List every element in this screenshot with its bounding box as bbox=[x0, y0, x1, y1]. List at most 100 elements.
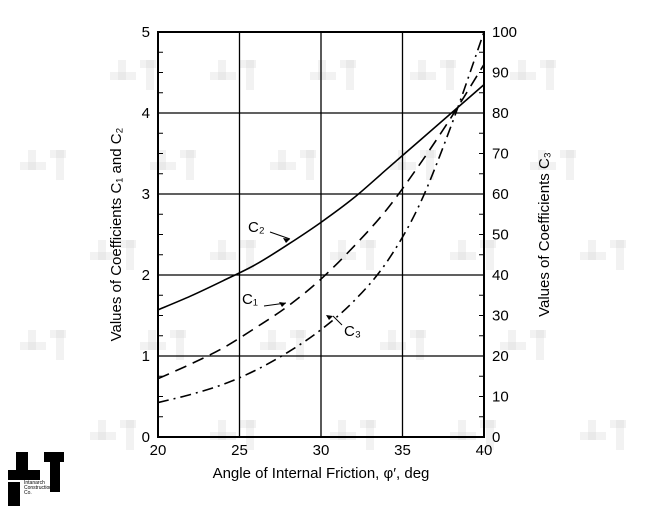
watermark-bar bbox=[150, 162, 176, 170]
watermark-bar bbox=[126, 420, 134, 450]
y2-axis-title: Values of Coefficients C₃ bbox=[536, 152, 553, 317]
watermark-logo bbox=[580, 420, 626, 450]
watermark-logo bbox=[20, 330, 66, 360]
watermark-bar bbox=[98, 240, 106, 260]
watermark-bar bbox=[410, 72, 436, 80]
watermark-bar bbox=[218, 420, 226, 440]
watermark-bar bbox=[126, 240, 134, 270]
watermark-bar bbox=[146, 60, 154, 90]
watermark-bar bbox=[500, 342, 526, 350]
watermark-bar bbox=[278, 150, 286, 170]
leader-line bbox=[269, 231, 291, 240]
y-tick-labels: 0 1 2 3 4 5 bbox=[142, 24, 150, 446]
watermark-bar bbox=[510, 72, 536, 80]
curve-label: C₂ bbox=[248, 219, 265, 236]
series-line-2 bbox=[157, 31, 485, 404]
y2-tick-labels: 0 10 20 30 40 50 60 70 80 90 100 bbox=[492, 24, 517, 446]
watermark-bar bbox=[56, 150, 64, 180]
watermark-logo bbox=[510, 60, 556, 90]
watermark-logo bbox=[90, 420, 136, 450]
watermark-bar bbox=[218, 240, 226, 260]
watermark-bar bbox=[210, 252, 236, 260]
leader-arrow-icon bbox=[283, 238, 290, 243]
watermark-bar bbox=[546, 60, 554, 90]
leader-line bbox=[332, 315, 343, 326]
watermark-bar bbox=[246, 420, 254, 450]
watermark-bar bbox=[388, 330, 396, 350]
y2-tick-label: 100 bbox=[492, 24, 517, 41]
watermark-bar bbox=[440, 60, 456, 68]
watermark-logo bbox=[210, 240, 256, 270]
watermark-bar bbox=[210, 72, 236, 80]
watermark-bar bbox=[218, 60, 226, 80]
watermark-bar bbox=[616, 420, 624, 450]
y-tick-label: 2 bbox=[142, 267, 150, 284]
watermark-bar bbox=[20, 342, 46, 350]
watermark-bar bbox=[240, 420, 256, 428]
watermark-bar bbox=[140, 342, 166, 350]
y-tick-label: 3 bbox=[142, 186, 150, 203]
watermark-logo bbox=[310, 60, 356, 90]
watermark-bar bbox=[140, 60, 156, 68]
watermark-bar bbox=[458, 240, 466, 260]
watermark-bar bbox=[90, 432, 116, 440]
watermark-bar bbox=[310, 72, 336, 80]
watermark-bar bbox=[538, 150, 546, 170]
watermark-bar bbox=[338, 420, 346, 440]
watermark-logo bbox=[90, 240, 136, 270]
watermark-logo bbox=[580, 240, 626, 270]
watermark-bar bbox=[458, 420, 466, 440]
watermark-bar bbox=[566, 150, 574, 180]
watermark-bar bbox=[380, 342, 406, 350]
watermark-bar bbox=[446, 60, 454, 90]
watermark-bar bbox=[536, 330, 544, 360]
plot-frame bbox=[157, 31, 485, 438]
y2-tick-label: 50 bbox=[492, 227, 509, 244]
grid-lines bbox=[157, 31, 485, 438]
watermark-logo bbox=[450, 240, 496, 270]
watermark-bar bbox=[346, 60, 354, 90]
series-layer bbox=[157, 31, 485, 404]
watermark-bar bbox=[450, 252, 476, 260]
curve-label: C₁ bbox=[242, 291, 258, 308]
y-tick-label: 4 bbox=[142, 105, 150, 122]
curve-label: C₃ bbox=[344, 323, 361, 340]
watermark-bar bbox=[176, 330, 184, 360]
watermark-bar bbox=[148, 330, 156, 350]
watermark-bar bbox=[260, 342, 286, 350]
x-tick-label: 20 bbox=[150, 442, 167, 459]
watermark-bar bbox=[28, 150, 36, 170]
watermark-bar bbox=[306, 150, 314, 180]
curve-labels: C₂ C₁ C₃ bbox=[242, 219, 361, 340]
watermark-bar bbox=[158, 150, 166, 170]
watermark-bar bbox=[580, 432, 606, 440]
x-axis-title: Angle of Internal Friction, φ′, deg bbox=[213, 465, 430, 482]
watermark-bar bbox=[318, 60, 326, 80]
y2-tick-label: 20 bbox=[492, 348, 509, 365]
logo-text: Intanarch Construction Co. bbox=[24, 480, 53, 496]
watermark-bar bbox=[486, 420, 494, 450]
watermark-bar bbox=[300, 150, 316, 158]
watermark-bar bbox=[616, 240, 624, 270]
watermark-bar bbox=[290, 330, 306, 338]
watermark-bar bbox=[480, 420, 496, 428]
watermark-bar bbox=[610, 240, 626, 248]
x-tick-label: 40 bbox=[476, 442, 493, 459]
watermark-bar bbox=[118, 60, 126, 80]
watermark-bar bbox=[610, 420, 626, 428]
watermark-logo bbox=[380, 330, 426, 360]
y2-tick-label: 30 bbox=[492, 308, 509, 325]
watermark-bar bbox=[268, 330, 276, 350]
watermark-bar bbox=[50, 330, 66, 338]
x-tick-labels: 20 25 30 35 40 bbox=[150, 442, 493, 459]
watermark-logo bbox=[390, 150, 436, 180]
watermark-bar bbox=[530, 330, 546, 338]
watermark-bar bbox=[588, 240, 596, 260]
watermark-logo bbox=[410, 60, 456, 90]
watermark-bar bbox=[240, 60, 256, 68]
watermark-bar bbox=[240, 240, 256, 248]
y-axis-title: Values of Coefficients C₁ and C₂ bbox=[108, 127, 125, 341]
watermark-bar bbox=[120, 420, 136, 428]
watermark-bar bbox=[426, 150, 434, 180]
